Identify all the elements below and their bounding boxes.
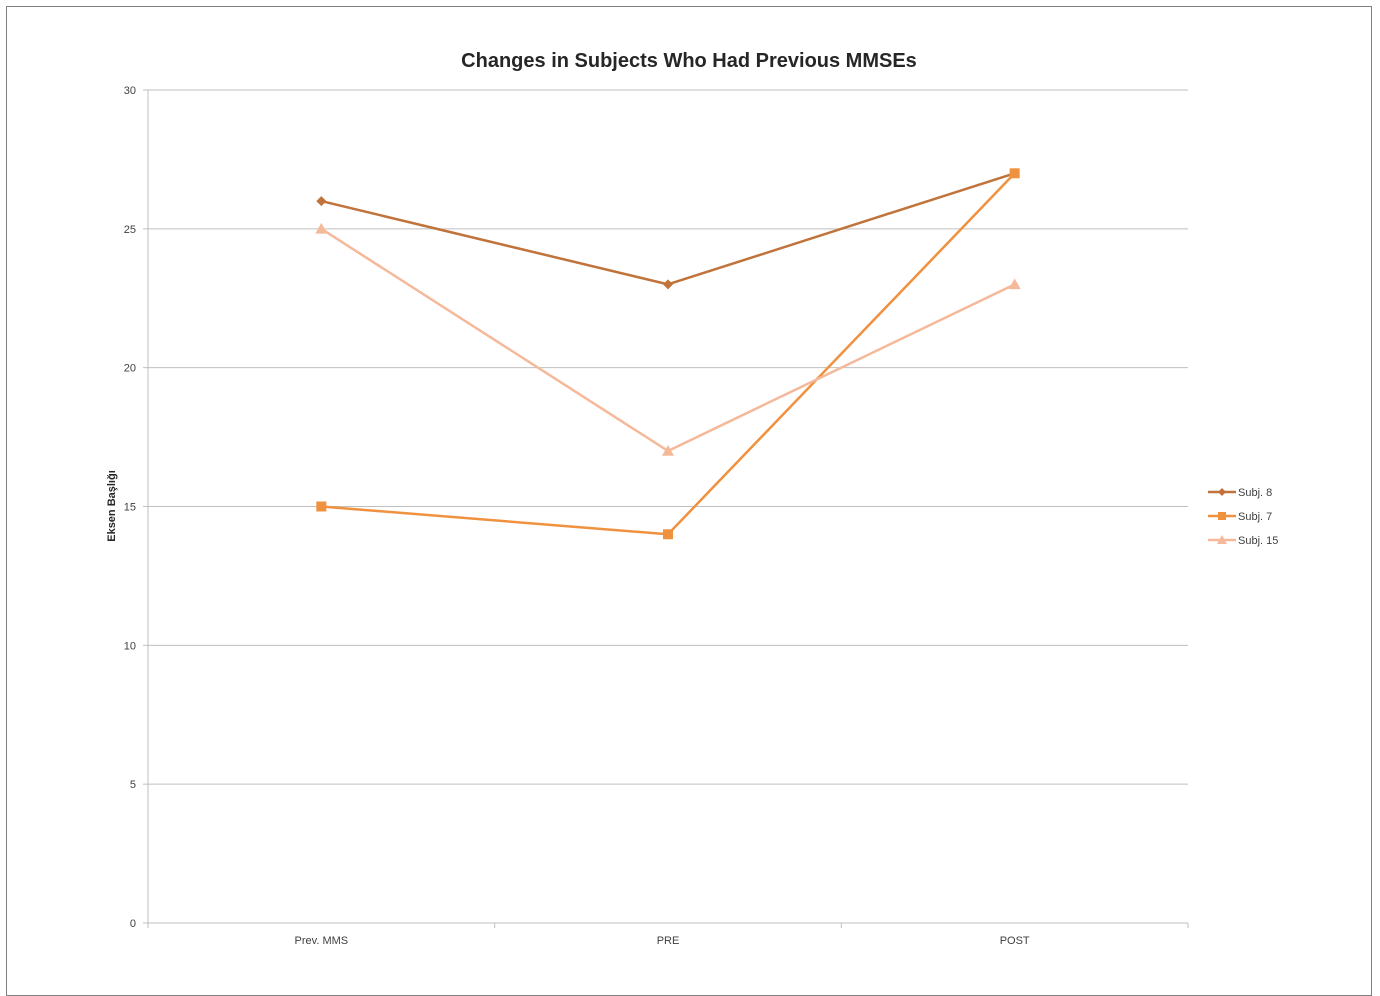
series-3 bbox=[315, 222, 1021, 456]
data-point bbox=[315, 222, 328, 234]
axes: 0 5 10 15 20 25 30 Prev. MMS PRE POST bbox=[124, 85, 1189, 947]
x-tick-label: PRE bbox=[657, 935, 680, 947]
legend-swatch-marker bbox=[1218, 512, 1226, 520]
legend-swatch-marker bbox=[1218, 488, 1226, 496]
data-point bbox=[316, 196, 327, 207]
data-point bbox=[1009, 168, 1020, 179]
chart-frame bbox=[6, 6, 1372, 996]
legend-item: Subj. 7 bbox=[1208, 511, 1272, 523]
y-axis-label: Eksen Başlığı bbox=[106, 470, 118, 542]
legend-label: Subj. 15 bbox=[1238, 535, 1278, 547]
gridlines bbox=[148, 89, 1188, 924]
series-line bbox=[321, 172, 1016, 536]
data-point bbox=[316, 501, 327, 512]
y-tick-label: 25 bbox=[124, 224, 136, 236]
data-point bbox=[663, 279, 673, 290]
x-tick-label: POST bbox=[1000, 935, 1030, 947]
data-point bbox=[1008, 278, 1021, 290]
y-tick-label: 5 bbox=[130, 779, 136, 791]
chart-title: Changes in Subjects Who Had Previous MMS… bbox=[461, 50, 917, 72]
y-tick-label: 15 bbox=[124, 502, 136, 514]
legend: Subj. 8 Subj. 7 Subj. 15 bbox=[1208, 487, 1278, 547]
x-tick-label: Prev. MMS bbox=[295, 935, 349, 947]
y-tick-label: 20 bbox=[124, 363, 136, 375]
data-point bbox=[662, 444, 674, 456]
series-line bbox=[320, 227, 1016, 453]
y-tick-label: 10 bbox=[124, 640, 136, 652]
legend-label: Subj. 7 bbox=[1238, 511, 1272, 523]
legend-item: Subj. 15 bbox=[1208, 535, 1278, 547]
series-lines bbox=[315, 168, 1021, 540]
legend-swatch-marker bbox=[1217, 535, 1227, 544]
legend-label: Subj. 8 bbox=[1238, 487, 1272, 499]
y-tick-label: 30 bbox=[124, 85, 136, 97]
data-point bbox=[663, 529, 673, 540]
y-tick-label: 0 bbox=[130, 918, 136, 930]
legend-item: Subj. 8 bbox=[1208, 487, 1272, 499]
series-2 bbox=[316, 168, 1020, 540]
